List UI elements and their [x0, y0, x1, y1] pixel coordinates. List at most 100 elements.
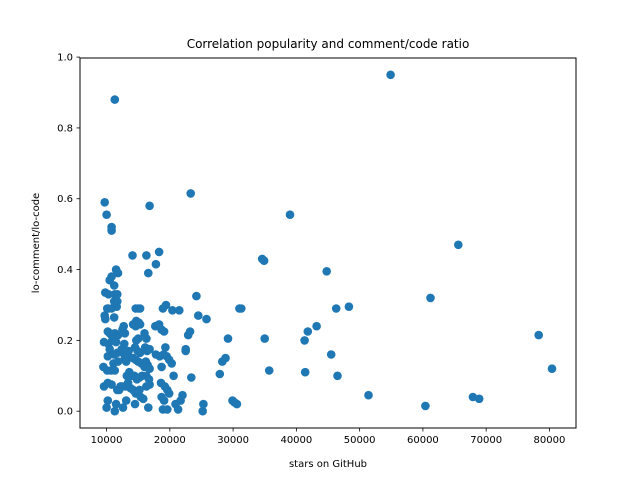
data-point [163, 405, 172, 414]
data-point [145, 364, 154, 374]
data-point [547, 364, 557, 374]
data-point [107, 304, 116, 313]
data-point [120, 329, 130, 338]
data-point [103, 352, 113, 361]
data-point [100, 311, 109, 320]
data-point [102, 210, 111, 219]
data-point [331, 304, 341, 313]
data-point [110, 406, 120, 416]
data-point [139, 394, 148, 404]
x-tick-label: 20000 [154, 435, 186, 446]
data-point [185, 327, 195, 336]
x-tick-label: 40000 [280, 435, 312, 446]
data-point [135, 348, 145, 358]
y-tick-label: 0.4 [57, 265, 73, 276]
data-point [421, 401, 430, 411]
y-tick-label: 0.2 [57, 336, 73, 347]
data-point [168, 306, 177, 315]
y-tick-label: 0.8 [57, 123, 73, 134]
data-point [142, 251, 151, 260]
data-point [333, 371, 342, 381]
data-point [534, 330, 543, 340]
data-point [151, 259, 161, 269]
data-point [145, 380, 154, 389]
data-point [312, 321, 321, 331]
data-point [130, 399, 140, 409]
x-tick-label: 60000 [407, 435, 439, 446]
y-tick-label: 0.6 [57, 194, 73, 205]
data-point [128, 251, 137, 260]
data-point [223, 334, 233, 343]
data-point [232, 399, 242, 409]
x-tick-label: 70000 [470, 435, 502, 446]
data-point [285, 210, 295, 219]
data-point [202, 314, 211, 324]
data-point [364, 390, 373, 400]
data-point [135, 320, 145, 329]
data-point [118, 403, 128, 412]
data-point [107, 380, 116, 389]
data-point [181, 344, 190, 354]
data-point [326, 350, 336, 359]
data-point [157, 362, 166, 372]
data-point [260, 334, 270, 343]
data-point [192, 291, 201, 301]
data-point [104, 290, 113, 299]
data-point [144, 403, 153, 412]
data-point [221, 353, 230, 363]
data-point [322, 267, 332, 276]
data-point [110, 366, 120, 375]
data-point [159, 396, 169, 405]
data-point [142, 334, 151, 343]
data-point [159, 327, 169, 336]
data-point [344, 302, 354, 312]
data-point [100, 198, 109, 207]
x-tick-label: 50000 [344, 435, 376, 446]
plot-area-frame [79, 57, 577, 429]
data-point [303, 327, 313, 336]
data-point [474, 394, 484, 404]
data-point [145, 201, 154, 211]
data-point [167, 359, 176, 368]
data-point [154, 247, 164, 257]
x-axis-label: stars on GitHub [289, 459, 367, 470]
data-point [145, 344, 154, 354]
x-tick-label: 10000 [91, 435, 123, 446]
data-point [300, 367, 310, 377]
y-tick-label: 0.0 [57, 407, 73, 418]
data-point [187, 373, 196, 382]
data-point [186, 189, 195, 198]
data-point [237, 304, 246, 313]
data-point [109, 281, 119, 290]
data-point [107, 272, 116, 281]
data-point [264, 366, 274, 375]
data-point [119, 321, 128, 331]
data-point [169, 371, 178, 381]
data-point [113, 357, 123, 366]
y-axis-ticks: 0.0 0.2 0.4 0.6 0.8 1.0 [57, 53, 80, 418]
data-point [454, 240, 463, 250]
data-point [103, 396, 113, 405]
data-point [121, 396, 131, 405]
data-point [121, 357, 131, 366]
data-point [164, 389, 174, 398]
data-point [178, 390, 187, 400]
data-point [109, 313, 119, 322]
y-axis-label: lo-comment/lo-code [31, 193, 42, 293]
data-point [107, 226, 116, 235]
data-point [175, 306, 184, 315]
data-point [300, 336, 309, 345]
data-point [133, 334, 143, 343]
data-point [144, 268, 153, 278]
data-point [161, 300, 171, 310]
data-point [110, 95, 120, 104]
data-point [124, 346, 133, 356]
data-point [426, 293, 435, 303]
data-point [173, 405, 183, 414]
data-point [199, 399, 208, 409]
data-point [259, 256, 269, 266]
x-tick-label: 30000 [217, 435, 249, 446]
data-point [194, 311, 203, 320]
